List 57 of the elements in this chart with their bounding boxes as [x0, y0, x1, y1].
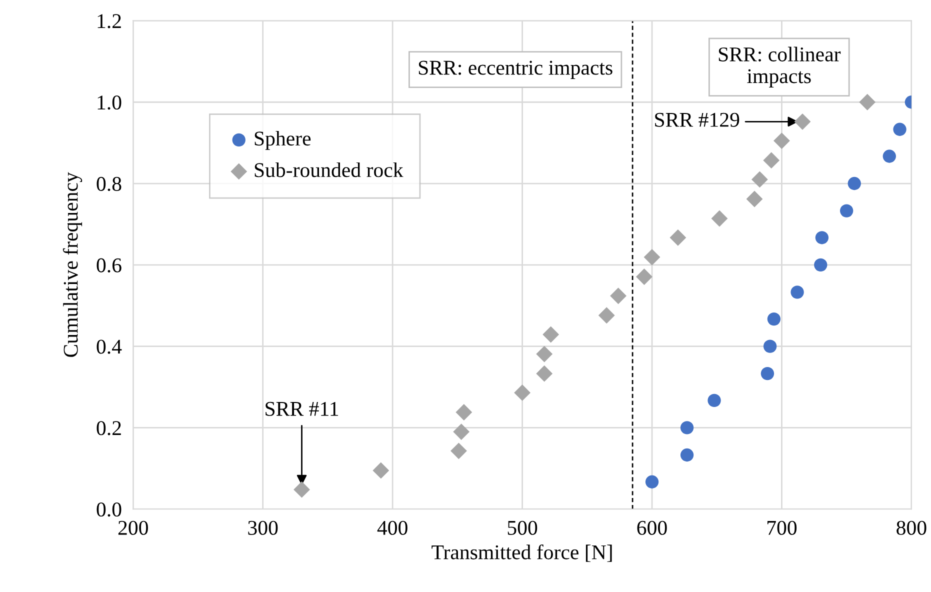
legend-label: Sphere — [254, 130, 311, 150]
x-tick-label: 300 — [248, 520, 278, 535]
point — [542, 326, 560, 343]
y-tick-label: 0.0 — [96, 502, 122, 517]
y-tick-label: 0.6 — [96, 258, 122, 272]
point — [814, 258, 828, 272]
point — [598, 307, 615, 324]
point — [763, 340, 777, 353]
point — [763, 152, 780, 169]
point — [536, 365, 553, 382]
x-tick-label: 700 — [767, 520, 797, 535]
point — [882, 150, 896, 163]
point — [294, 481, 310, 498]
point — [760, 367, 774, 380]
point — [767, 312, 781, 326]
point — [859, 94, 876, 110]
annotation: SRR: eccentric impacts — [418, 60, 612, 80]
y-tick-label: 0.4 — [96, 340, 122, 354]
point — [453, 424, 470, 440]
point — [636, 268, 652, 285]
x-tick-label: 200 — [118, 520, 148, 535]
point — [644, 248, 660, 266]
point — [645, 475, 659, 488]
point — [751, 171, 768, 188]
point — [815, 231, 829, 244]
point — [450, 442, 467, 460]
point — [893, 122, 906, 136]
point — [536, 346, 553, 362]
y-tick-label: 1.0 — [98, 95, 122, 110]
point — [670, 229, 686, 246]
x-tick-label: 500 — [508, 520, 538, 535]
x-tick-label: 800 — [896, 520, 926, 535]
point — [680, 421, 694, 434]
point — [680, 448, 694, 462]
point — [610, 288, 626, 304]
x-axis-title: Transmitted force [N] — [432, 544, 612, 562]
x-tick-label: 400 — [377, 520, 408, 535]
annotation: SRR #11 — [266, 402, 338, 416]
point — [456, 404, 472, 420]
point — [790, 286, 804, 299]
annotation: SRR: collinear impacts — [718, 46, 841, 88]
annotation: SRR #129 — [655, 112, 740, 127]
point — [794, 113, 811, 130]
point — [840, 204, 854, 218]
point — [514, 384, 531, 401]
legend-label: Sub-rounded rock — [254, 162, 404, 178]
y-tick-label: 0.2 — [96, 421, 121, 436]
x-tick-label: 600 — [637, 520, 667, 535]
point — [711, 210, 728, 227]
y-axis-title: Cumulative frequency — [62, 172, 82, 357]
point — [708, 394, 721, 408]
y-tick-label: 1.2 — [98, 14, 121, 28]
point — [372, 462, 390, 479]
point — [746, 190, 763, 208]
point — [774, 132, 790, 149]
point — [848, 176, 861, 190]
y-tick-label: 0.8 — [96, 176, 122, 192]
